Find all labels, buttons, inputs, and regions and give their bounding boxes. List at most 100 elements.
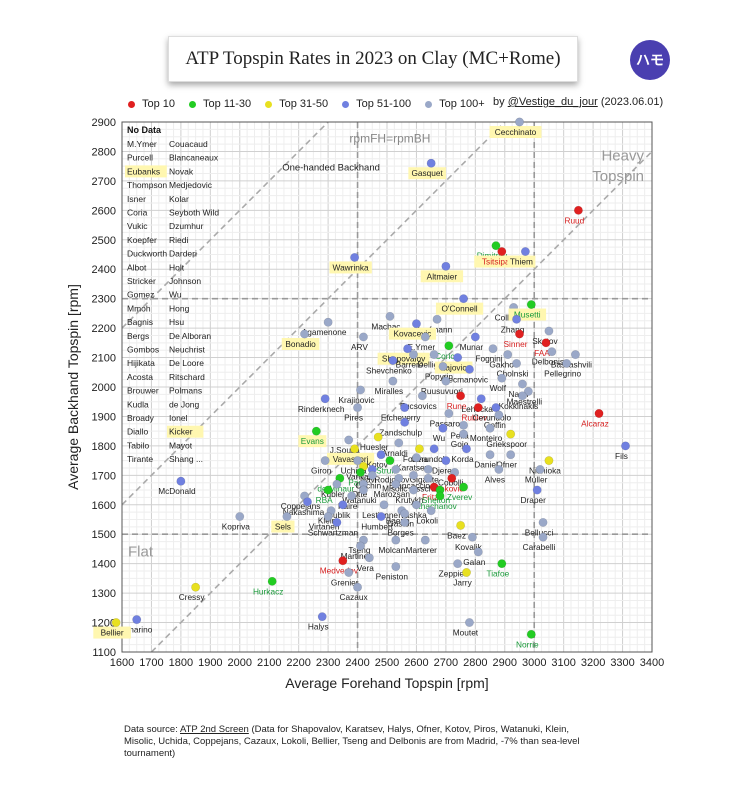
data-point	[494, 410, 504, 420]
point-label: Pellegrino	[544, 368, 581, 378]
y-tick-label: 2000	[92, 382, 116, 394]
point-label: Cerundolo	[473, 413, 512, 423]
y-tick-label: 1100	[92, 647, 116, 659]
data-point	[344, 435, 354, 445]
point-label: Hurkacz	[253, 586, 283, 596]
x-tick-label: 2100	[257, 657, 281, 669]
point-label: Machac	[371, 321, 400, 331]
point-label: Watanuki	[342, 495, 376, 505]
data-point	[391, 535, 401, 545]
x-tick-label: 2400	[345, 657, 369, 669]
y-tick-label: 2800	[92, 146, 116, 158]
data-point	[517, 379, 527, 389]
footnote-source-link[interactable]: ATP 2nd Screen	[180, 724, 249, 735]
y-tick-label: 1500	[92, 529, 116, 541]
point-label: Pires	[344, 413, 363, 423]
scatter-chart: 1600 1700 1800 1900 2000 2100 2200 2300 2400 2500…	[65, 117, 664, 691]
point-label: Paire	[338, 501, 358, 511]
point-label: Cobolli	[438, 477, 464, 487]
no-data-name: Duckworth	[127, 249, 167, 259]
data-point	[514, 117, 524, 127]
legend-label: Top 10	[142, 98, 176, 110]
legend-item: Top 100+	[425, 98, 485, 110]
point-label: Medvedev	[320, 566, 359, 576]
data-point	[544, 456, 554, 466]
no-data-name: Neuchrist	[169, 345, 206, 355]
point-label: Varillas	[346, 472, 373, 482]
no-data-highlight	[125, 165, 167, 178]
point-label: Baena	[386, 516, 410, 526]
no-data-highlight	[167, 425, 204, 438]
point-label: Popyrin	[425, 371, 454, 381]
data-point	[538, 517, 548, 527]
data-point	[503, 350, 513, 360]
chart-title: ATP Topspin Rates in 2023 on Clay (MC+Ro…	[168, 36, 578, 82]
data-point	[400, 417, 410, 427]
point-label: McDonald	[158, 486, 196, 496]
point-label: Korda	[451, 454, 474, 464]
y-tick-label: 2700	[92, 176, 116, 188]
no-data-name: Holt	[169, 262, 185, 272]
point-label: Khachanov	[415, 501, 457, 511]
data-point	[532, 485, 542, 495]
data-point	[388, 355, 398, 365]
point-label: Ruud	[564, 215, 584, 225]
data-point	[459, 429, 469, 439]
point-label: Zverev	[447, 492, 473, 502]
data-point	[426, 506, 436, 516]
point-label: Otte	[352, 489, 368, 499]
point-label: Schwartzman	[308, 527, 359, 537]
point-label: Bellier	[101, 628, 124, 638]
data-point	[512, 314, 522, 324]
point-label: Fognini	[475, 354, 502, 364]
no-data-name: Stricker	[127, 276, 156, 286]
topspin-annotation: Topspin	[592, 168, 644, 185]
data-point	[355, 385, 365, 395]
point-label: Ivashka	[398, 510, 427, 520]
data-point	[464, 364, 474, 374]
point-label: Alves	[485, 474, 505, 484]
data-point	[438, 423, 448, 433]
point-label: Lajovic	[441, 363, 467, 373]
data-point	[411, 500, 421, 510]
point-label: Cachin	[355, 480, 381, 490]
data-point	[411, 453, 421, 463]
credit-handle[interactable]: @Vestige_du_jour	[507, 96, 598, 108]
data-point	[388, 376, 398, 386]
label-highlight	[327, 452, 375, 465]
label-highlight	[507, 255, 536, 268]
data-point	[338, 500, 348, 510]
flat-annotation: Flat	[128, 543, 154, 560]
no-data-name: Purcell	[127, 153, 153, 163]
legend-dot-icon	[342, 100, 350, 108]
data-point	[355, 541, 365, 551]
data-point	[441, 261, 451, 271]
data-point	[453, 559, 463, 569]
data-point	[385, 311, 395, 321]
no-data-name: Hong	[169, 303, 190, 313]
data-point	[456, 391, 466, 401]
data-point	[541, 338, 551, 348]
point-label: Mannarino	[113, 625, 153, 635]
point-label: RBA	[316, 495, 334, 505]
point-label: Monteiro	[470, 433, 503, 443]
point-label: Fritz	[422, 492, 438, 502]
data-point	[414, 444, 424, 454]
no-data-name: Couacaud	[169, 139, 208, 149]
no-data-name: Acosta	[127, 372, 153, 382]
y-tick-label: 2500	[92, 235, 116, 247]
point-label: Galan	[463, 557, 486, 567]
data-point	[444, 408, 454, 418]
data-point	[594, 408, 604, 418]
data-point	[320, 456, 330, 466]
data-point	[317, 612, 327, 622]
y-tick-label: 2200	[92, 323, 116, 335]
no-data-name: Bagnis	[127, 317, 153, 327]
point-label: Agamenone	[302, 327, 347, 337]
point-label: Griekspoor	[486, 439, 527, 449]
no-data-name: Thompson	[127, 180, 167, 190]
data-point	[176, 476, 186, 486]
point-label: Draper	[520, 495, 546, 505]
point-label: Coric	[435, 351, 454, 361]
point-label: Fucsovics	[400, 401, 437, 411]
